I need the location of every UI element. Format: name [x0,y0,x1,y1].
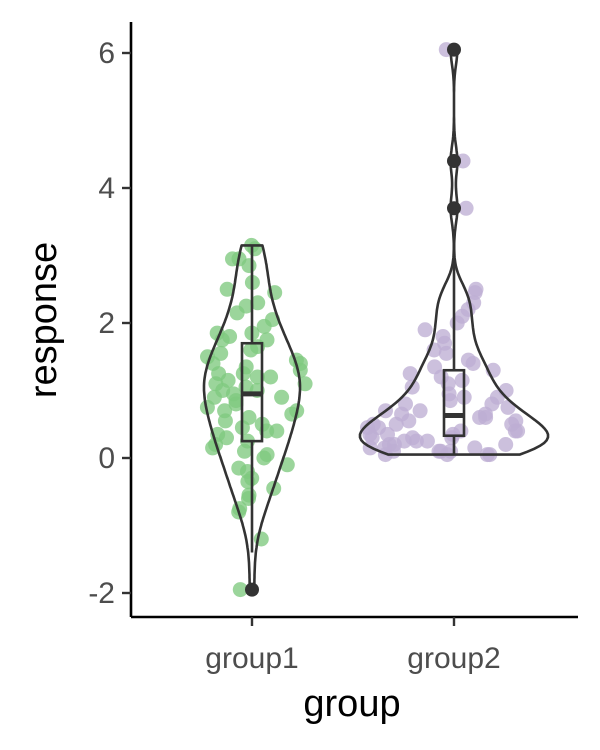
data-point [250,295,266,311]
data-point [219,281,235,297]
outlier-point [245,582,259,597]
x-tick-label: group2 [407,642,500,675]
data-point [292,362,308,378]
data-point [241,258,257,274]
data-point [454,372,470,388]
data-point [237,443,252,459]
data-point [438,345,454,361]
y-tick-label: 0 [98,442,115,475]
y-tick-label: -2 [88,577,115,610]
box-iqr [442,368,466,438]
y-axis-title: response [23,242,65,398]
data-point [243,342,259,358]
data-point [229,305,245,321]
data-point [297,376,313,392]
data-point [419,433,435,449]
data-point [219,430,234,446]
data-point [417,322,433,338]
violin-layer [202,42,550,597]
x-axis-title: group [303,683,400,725]
y-tick-label: 6 [98,37,115,70]
data-point [256,318,272,334]
points-layer [199,42,526,598]
data-point [263,369,279,385]
data-point [472,410,488,425]
data-point [402,366,418,382]
outlier-point [447,42,461,57]
data-point [388,416,404,432]
data-point [247,241,263,257]
data-point [217,413,233,429]
data-point [449,315,465,331]
x-tick-label: group1 [205,642,298,675]
data-point [228,396,244,412]
data-point [256,450,272,466]
data-point [412,403,428,419]
axes-layer: -2 0 2 4 6 group1 group2 [88,22,578,675]
data-point [467,440,483,456]
y-tick-label: 4 [98,172,115,205]
y-tick-label: 2 [98,307,115,340]
data-point [401,413,417,429]
data-point [408,433,424,449]
data-point [444,430,460,446]
data-point [235,366,251,382]
data-point [274,389,290,405]
outlier-point [447,154,461,168]
violin-outline [202,244,302,591]
data-point [465,356,481,371]
data-point [498,437,514,452]
data-point [458,200,474,216]
outlier-point [447,201,461,216]
data-point [442,393,458,409]
data-point [232,582,248,598]
data-point [510,423,526,439]
